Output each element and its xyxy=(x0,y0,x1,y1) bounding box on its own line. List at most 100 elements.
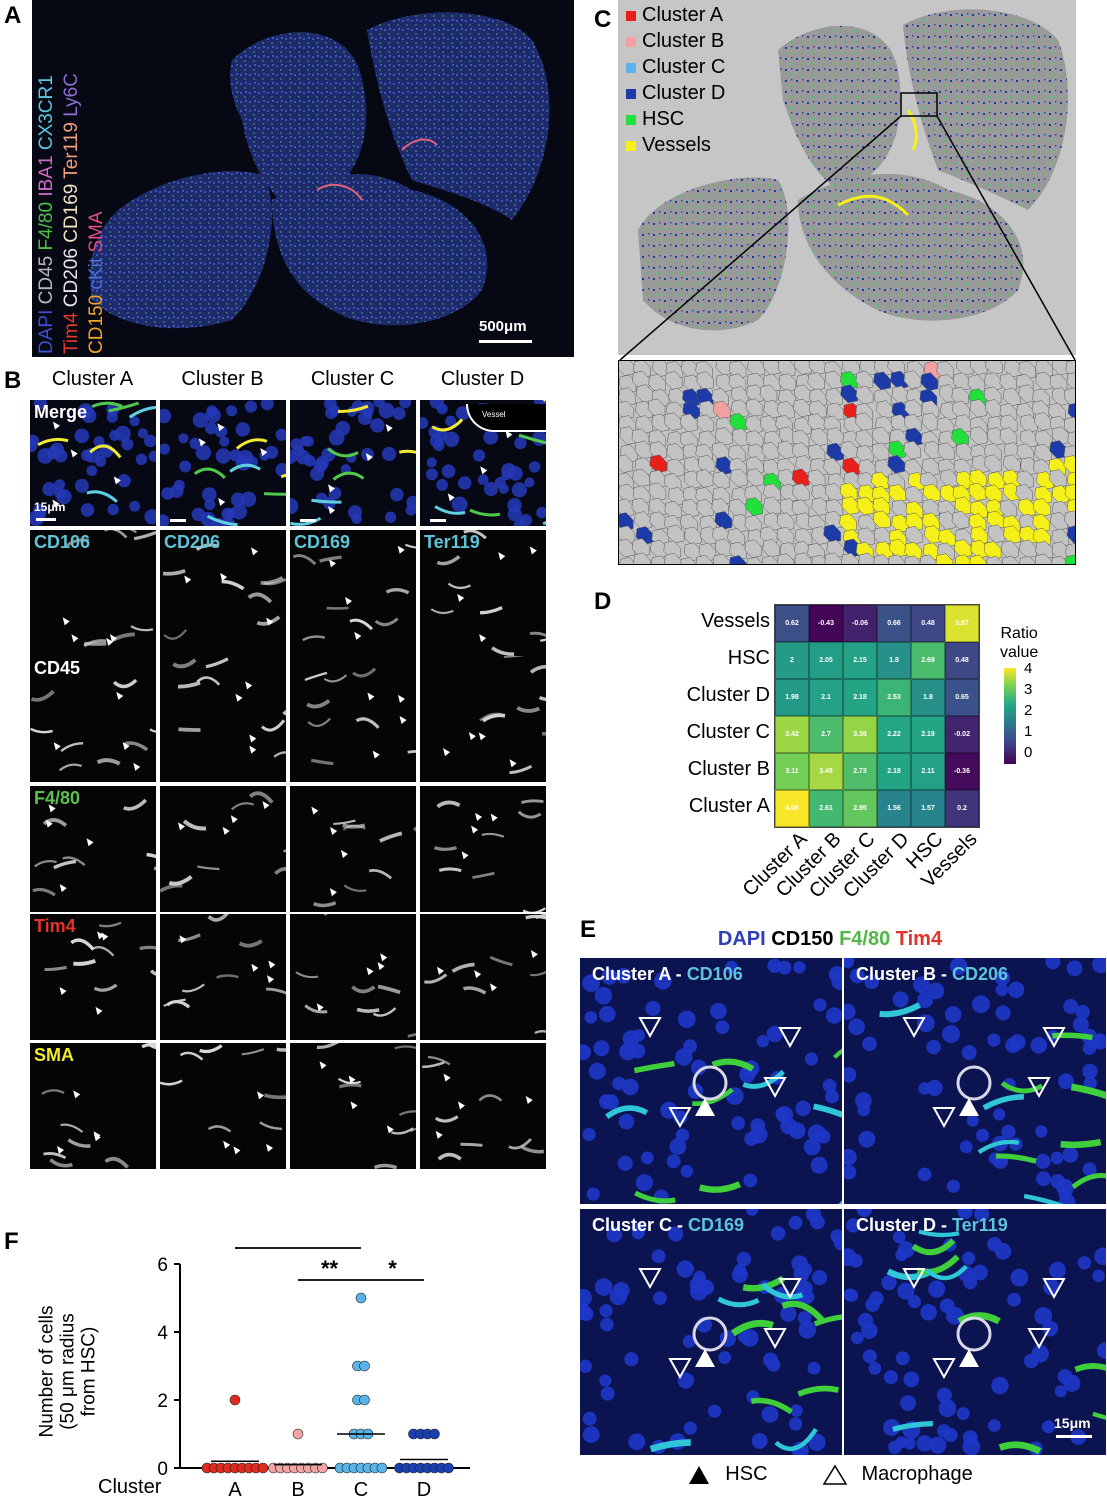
nucleus xyxy=(603,1094,619,1110)
stain-signal xyxy=(66,538,90,547)
nucleus xyxy=(770,1226,786,1241)
heatmap-cell: 3.11 xyxy=(775,753,809,790)
stain-signal xyxy=(430,608,454,614)
stain-signal xyxy=(538,695,546,702)
nucleus xyxy=(582,974,600,993)
voronoi-cell xyxy=(955,554,973,564)
arrowhead-icon xyxy=(250,547,258,556)
panel-c-label: C xyxy=(594,6,612,33)
nucleus xyxy=(1036,1171,1051,1187)
nucleus xyxy=(619,1043,637,1061)
arrowhead-icon xyxy=(235,693,243,702)
nucleus xyxy=(987,1236,1002,1252)
nucleus xyxy=(854,1092,872,1109)
tile-texture xyxy=(430,530,546,656)
colorbar-tick: 2 xyxy=(1024,701,1033,719)
heatmap-cell: 2.15 xyxy=(843,642,877,679)
cell-process xyxy=(193,467,226,480)
voronoi-cell xyxy=(711,441,730,461)
hsc-cell xyxy=(956,1065,992,1101)
voronoi-cell xyxy=(664,371,683,390)
nucleus xyxy=(599,1374,612,1387)
liver-section-svg xyxy=(90,12,550,329)
tile-texture xyxy=(844,1209,1106,1455)
nucleus xyxy=(788,1417,803,1431)
nucleus xyxy=(426,457,437,468)
arrowhead-icon xyxy=(509,759,517,768)
stain-signal xyxy=(517,810,542,819)
channel-image-tile: Ter119 xyxy=(420,530,546,656)
arrowhead-icon xyxy=(179,935,187,944)
nucleus xyxy=(987,1033,1001,1047)
nucleus xyxy=(683,1421,697,1435)
hsc-filled-triangle-icon xyxy=(689,1465,710,1484)
nucleus xyxy=(936,1387,953,1403)
hsc-cell xyxy=(956,1316,992,1352)
nucleus xyxy=(949,958,968,975)
nucleus xyxy=(1009,1034,1026,1051)
marker-cd45: CD45 xyxy=(36,250,57,305)
voronoi-cell xyxy=(632,370,650,390)
voronoi-cell xyxy=(647,398,666,418)
nucleus xyxy=(384,511,397,523)
macrophage-open-triangle-icon xyxy=(763,1077,787,1099)
marker-ter119: Ter119 xyxy=(61,116,82,179)
macrophage-open-triangle-icon xyxy=(763,1328,787,1350)
nucleus xyxy=(743,1173,758,1188)
stain-signal xyxy=(516,706,541,713)
nucleus xyxy=(668,1226,684,1242)
voronoi-cell xyxy=(807,413,826,432)
voronoi-cell xyxy=(1063,416,1075,436)
heatmap-row-label: Cluster A xyxy=(688,795,770,817)
panel-b-scalebar xyxy=(36,518,56,521)
voronoi-cell xyxy=(680,413,698,433)
voronoi-cell xyxy=(824,552,842,564)
nucleus xyxy=(50,442,65,457)
y-tick-label: 6 xyxy=(157,1255,168,1276)
nucleus xyxy=(678,1010,696,1029)
arrowhead-icon xyxy=(443,1073,451,1082)
stain-signal xyxy=(423,973,448,984)
macrophage-signal xyxy=(1060,1138,1102,1149)
arrowhead-icon xyxy=(490,813,498,822)
voronoi-cell xyxy=(635,384,654,403)
voronoi-cell xyxy=(1063,455,1075,474)
nucleus xyxy=(963,1275,978,1290)
voronoi-cell xyxy=(712,400,731,420)
panel-a-label: A xyxy=(4,2,22,29)
nucleus xyxy=(1045,958,1061,970)
y-tick-label: 4 xyxy=(157,1323,168,1344)
arrowhead-icon xyxy=(397,545,405,554)
stain-signal xyxy=(427,1055,451,1066)
panel-c-zoom-voronoi xyxy=(618,360,1076,565)
stain-signal xyxy=(313,901,337,908)
nucleus xyxy=(483,429,499,445)
macrophage-open-triangle-icon xyxy=(1027,1328,1051,1350)
voronoi-cell xyxy=(666,443,684,462)
arrowhead-icon xyxy=(260,448,268,457)
nucleus xyxy=(214,425,228,438)
arrowhead-icon xyxy=(471,825,479,834)
macrophage-signal xyxy=(838,1200,842,1204)
stain-signal xyxy=(372,1007,397,1017)
column-header-2: Cluster B xyxy=(181,368,264,390)
voronoi-cell xyxy=(904,526,923,545)
arrowhead-icon xyxy=(97,931,105,940)
nucleus xyxy=(1035,1153,1051,1169)
arrowhead-icon xyxy=(48,804,56,813)
nucleus xyxy=(1030,1036,1048,1054)
voronoi-cell xyxy=(763,483,781,502)
nucleus xyxy=(144,509,156,525)
voronoi-cell xyxy=(969,399,988,418)
heatmap-cell: 2.53 xyxy=(877,679,911,716)
macrophage-signal xyxy=(1000,1081,1044,1094)
heatmap-cell: 2.73 xyxy=(843,753,877,790)
arrowhead-icon xyxy=(266,975,274,984)
arrowhead-icon xyxy=(365,453,373,462)
voronoi-cell xyxy=(811,483,829,503)
voronoi-cell xyxy=(952,372,971,391)
nucleus xyxy=(883,1419,901,1436)
stain-signal xyxy=(160,883,183,893)
voronoi-cell xyxy=(855,370,874,390)
nucleus xyxy=(1010,1268,1029,1287)
